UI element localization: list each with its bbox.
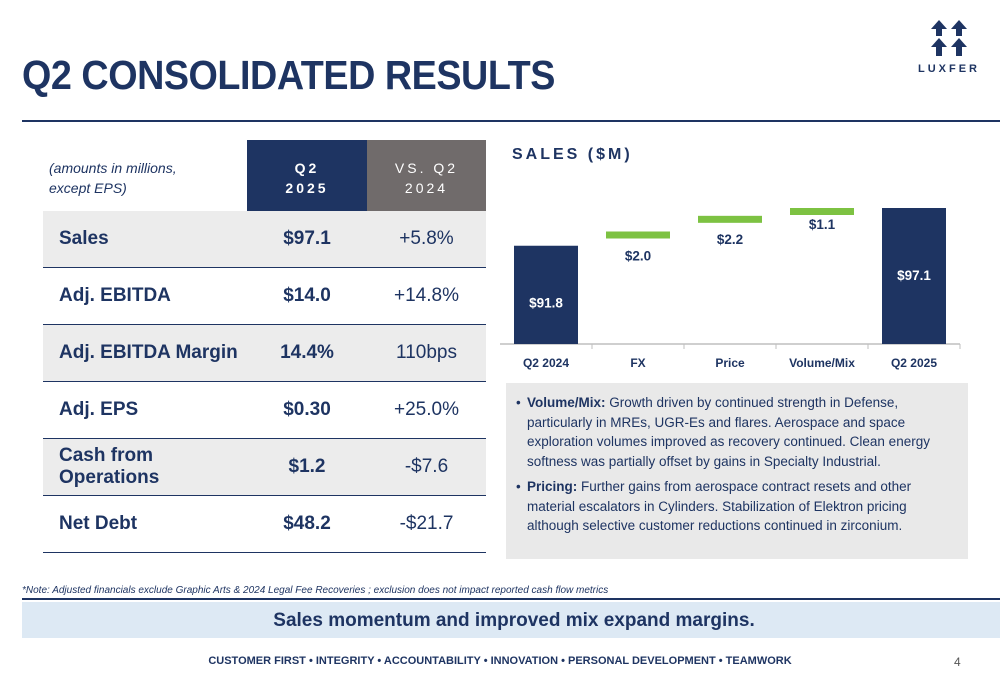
- bullet-pricing: • Pricing: Further gains from aerospace …: [516, 477, 954, 536]
- bullet-dot-icon: •: [516, 395, 521, 410]
- bullet-dot-icon: •: [516, 479, 521, 494]
- commentary-box: • Volume/Mix: Growth driven by continued…: [506, 383, 968, 559]
- company-logo: LUXFER: [918, 20, 980, 75]
- row-value: $48.2: [283, 513, 331, 534]
- row-value: $1.2: [288, 456, 326, 477]
- bar-fx: [606, 231, 670, 239]
- row-label: Adj. EPS: [59, 399, 139, 420]
- bullet-body: Pricing: Further gains from aerospace co…: [527, 477, 954, 536]
- bullet-text: Further gains from aerospace contract re…: [527, 479, 912, 533]
- x-tick-label: Volume/Mix: [789, 356, 855, 370]
- row-label: Net Debt: [59, 513, 138, 534]
- table-row: Sales $97.1 +5.8%: [43, 211, 486, 268]
- values-footer: CUSTOMER FIRST • INTEGRITY • ACCOUNTABIL…: [208, 655, 792, 667]
- row-value: $0.30: [283, 399, 331, 420]
- page-number: 4: [954, 655, 961, 669]
- table-note-line2: except EPS): [49, 180, 127, 196]
- page-title: Q2 CONSOLIDATED RESULTS: [22, 52, 555, 98]
- table-row: Net Debt $48.2 -$21.7: [43, 496, 486, 553]
- chart-title: SALES ($M): [512, 146, 633, 163]
- column-header-vs-line1: VS. Q2: [394, 160, 459, 176]
- data-label: $2.2: [717, 232, 743, 247]
- table-note-line1: (amounts in millions,: [49, 160, 177, 176]
- row-label: Cash from Operations: [59, 445, 160, 488]
- banner-divider: [22, 598, 1000, 600]
- x-tick-label: FX: [630, 356, 645, 370]
- row-value: $97.1: [283, 228, 331, 249]
- row-change: +5.8%: [399, 228, 454, 249]
- row-change: +14.8%: [394, 285, 459, 306]
- table-row: Cash from Operations $1.2 -$7.6: [43, 439, 486, 496]
- bar-q2-2024: [514, 245, 578, 344]
- column-header-q2-line2: 2025: [285, 180, 329, 196]
- data-label: $97.1: [897, 268, 931, 283]
- footnote: *Note: Adjusted financials exclude Graph…: [22, 585, 609, 596]
- luxfer-arrows-logo-icon: [931, 20, 967, 56]
- logo-text: LUXFER: [918, 63, 980, 75]
- row-change: +25.0%: [394, 399, 459, 420]
- row-label: Adj. EBITDA: [59, 285, 171, 306]
- bullet-head: Pricing:: [527, 479, 578, 494]
- bullet-text: Growth driven by continued strength in D…: [527, 395, 930, 469]
- table-row: Adj. EPS $0.30 +25.0%: [43, 382, 486, 439]
- row-change: -$21.7: [399, 513, 454, 534]
- column-header-q2-2025: Q2 2025: [247, 140, 367, 211]
- bar-price: [698, 215, 762, 223]
- row-label: Sales: [59, 228, 109, 249]
- x-tick-label: Price: [715, 356, 745, 370]
- sales-waterfall-chart: $91.8 Q2 2024 $2.0 FX $2.2 Price $1.1 Volume/Mi…: [500, 208, 961, 370]
- row-value: $14.0: [283, 285, 331, 306]
- bullet-body: Volume/Mix: Growth driven by continued s…: [527, 393, 954, 471]
- data-label: $1.1: [809, 217, 836, 232]
- data-label: $2.0: [625, 248, 651, 263]
- column-header-vs-line2: 2024: [404, 180, 449, 196]
- x-tick-label: Q2 2024: [523, 356, 569, 370]
- bar-volume-mix: [790, 208, 854, 215]
- bar-q2-2025: [882, 208, 946, 344]
- x-tick-label: Q2 2025: [891, 356, 937, 370]
- results-table: (amounts in millions, except EPS) Q2 202…: [43, 140, 486, 553]
- column-header-q2-line1: Q2: [294, 160, 320, 176]
- data-label: $91.8: [529, 296, 563, 311]
- table-row: Adj. EBITDA Margin 14.4% 110bps: [43, 325, 486, 382]
- bullet-head: Volume/Mix:: [527, 395, 606, 410]
- bullet-volume-mix: • Volume/Mix: Growth driven by continued…: [516, 393, 954, 471]
- row-label: Adj. EBITDA Margin: [59, 342, 238, 363]
- table-row: Adj. EBITDA $14.0 +14.8%: [43, 268, 486, 325]
- table-note: (amounts in millions, except EPS): [43, 140, 247, 211]
- takeaway-banner: Sales momentum and improved mix expand m…: [22, 602, 1000, 638]
- row-value: 14.4%: [280, 342, 334, 363]
- row-change: -$7.6: [404, 456, 449, 477]
- title-divider: [22, 120, 1000, 122]
- column-header-vs-q2-2024: VS. Q2 2024: [367, 140, 486, 211]
- table-header: (amounts in millions, except EPS) Q2 202…: [43, 140, 486, 211]
- row-change: 110bps: [396, 342, 457, 363]
